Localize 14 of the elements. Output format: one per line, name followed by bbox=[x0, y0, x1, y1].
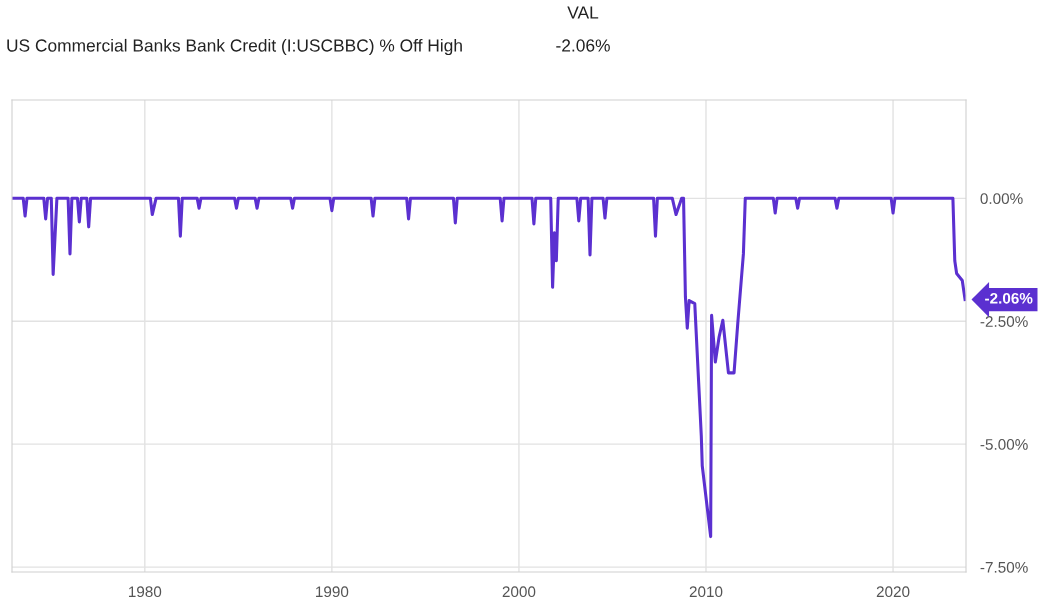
x-tick-label: 2000 bbox=[502, 586, 536, 598]
y-tick-label: 0.00% bbox=[980, 193, 1023, 205]
x-tick-label: 1990 bbox=[316, 586, 349, 598]
line-series bbox=[12, 196, 966, 539]
x-tick-label: 2020 bbox=[876, 586, 910, 598]
y-tick-label: -7.50% bbox=[980, 561, 1028, 573]
annotation: -2.06% bbox=[985, 292, 1033, 304]
x-tick-label: 1980 bbox=[128, 586, 162, 598]
y-tick-label: -5.00% bbox=[980, 439, 1028, 450]
text: -2.06% bbox=[556, 39, 610, 52]
text: VAL bbox=[567, 6, 599, 19]
x-tick-label: 2010 bbox=[689, 586, 723, 598]
chart-title: US Commercial Banks Bank Credit (I:USCBBC) % Off High bbox=[7, 38, 462, 56]
y-tick-label: -2.50% bbox=[980, 316, 1028, 327]
